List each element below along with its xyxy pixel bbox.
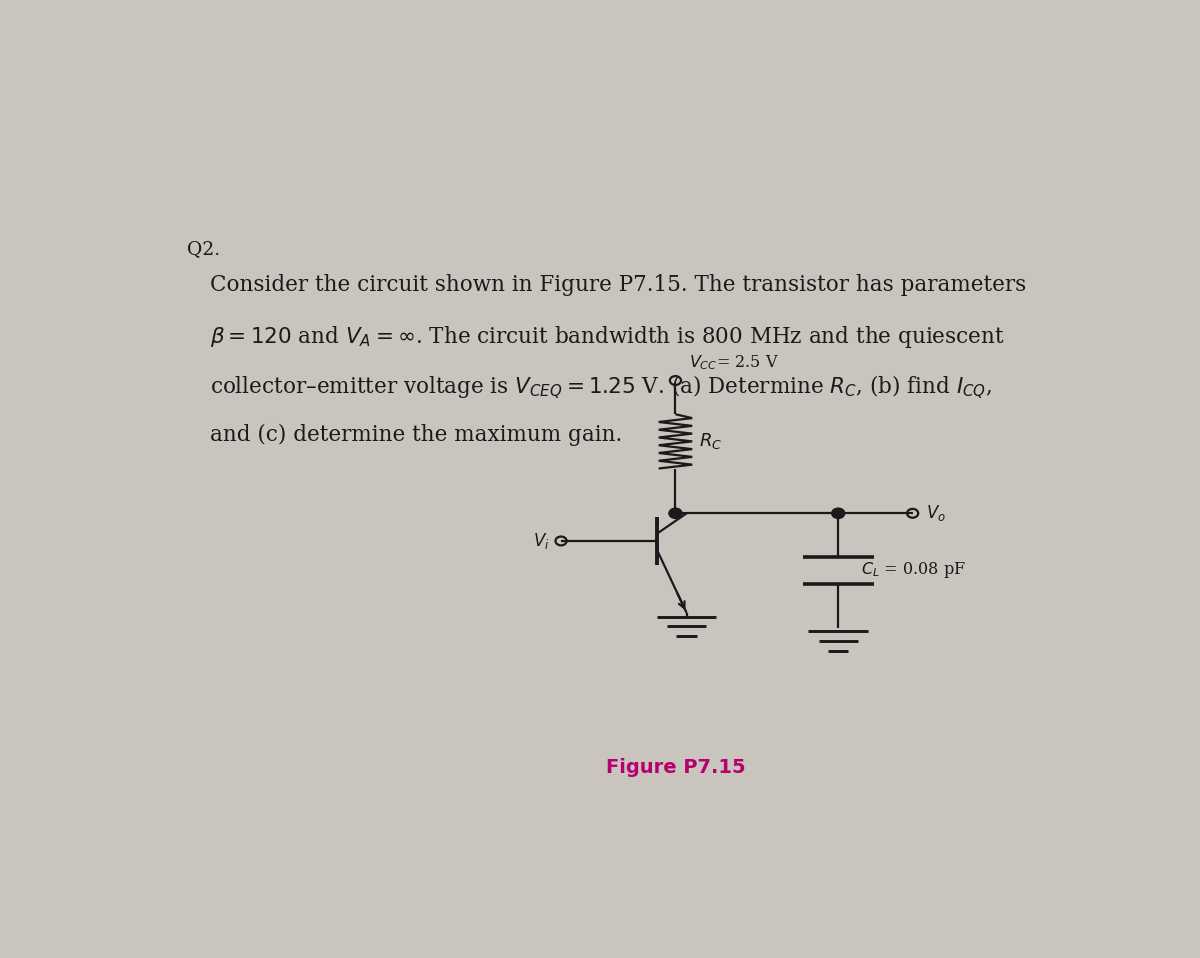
Text: $\beta = 120$ and $V_A = \infty$. The circuit bandwidth is 800 MHz and the quies: $\beta = 120$ and $V_A = \infty$. The ci… xyxy=(210,324,1006,350)
Text: Consider the circuit shown in Figure P7.15. The transistor has parameters: Consider the circuit shown in Figure P7.… xyxy=(210,274,1027,296)
Text: $C_L$ = 0.08 pF: $C_L$ = 0.08 pF xyxy=(862,560,966,581)
Text: collector–emitter voltage is $V_{CEQ} = 1.25$ V. (a) Determine $R_C$, (b) find $: collector–emitter voltage is $V_{CEQ} = … xyxy=(210,374,992,401)
Text: $V_{CC}$= 2.5 V: $V_{CC}$= 2.5 V xyxy=(689,353,779,372)
Text: $V_o$: $V_o$ xyxy=(925,503,946,523)
Circle shape xyxy=(668,508,682,518)
Text: Figure P7.15: Figure P7.15 xyxy=(606,759,745,777)
Text: and (c) determine the maximum gain.: and (c) determine the maximum gain. xyxy=(210,424,623,446)
Text: Q2.: Q2. xyxy=(187,240,221,259)
Circle shape xyxy=(832,508,845,518)
Text: $V_i$: $V_i$ xyxy=(533,531,550,551)
Text: $R_C$: $R_C$ xyxy=(698,431,722,451)
